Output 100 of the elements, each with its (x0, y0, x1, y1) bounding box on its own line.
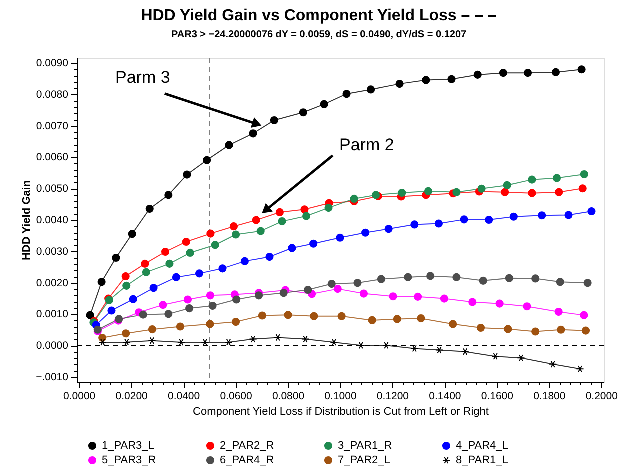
point (240, 257, 249, 266)
point (122, 330, 130, 338)
y-tick-label: 0.0060 (36, 152, 69, 164)
point (503, 181, 512, 190)
point (582, 326, 590, 335)
point (578, 66, 586, 74)
point (128, 230, 136, 238)
point (434, 220, 443, 228)
point (330, 338, 338, 346)
point (460, 216, 468, 224)
point (278, 218, 286, 226)
point (301, 336, 310, 343)
point (232, 230, 240, 239)
point (98, 338, 107, 346)
legend-label: 3_PAR1_R (338, 440, 392, 452)
point (479, 276, 488, 285)
point (334, 285, 342, 294)
point (172, 273, 181, 282)
legend-label: 5_PAR3_R (102, 454, 156, 466)
point (362, 228, 370, 237)
point (588, 207, 596, 216)
point (141, 260, 150, 268)
point (86, 311, 94, 320)
point (225, 141, 234, 150)
point (556, 278, 564, 286)
point (186, 248, 194, 257)
point (354, 279, 362, 288)
legend-label: 1_PAR3_L (102, 440, 154, 452)
x-tick-label: 0.1000 (324, 390, 357, 402)
point (382, 342, 390, 350)
y-tick-label: 0.0050 (36, 183, 69, 196)
point (164, 310, 173, 318)
point (258, 312, 266, 320)
y-tick-label: 0.0000 (36, 340, 69, 352)
point (478, 184, 486, 193)
point (159, 301, 168, 310)
x-tick-label: 0.0000 (64, 390, 96, 402)
legend-label: 6_PAR4_R (220, 454, 274, 466)
point (499, 69, 508, 78)
point (342, 90, 351, 98)
point (304, 286, 312, 294)
annotation: Parm 3 (115, 68, 170, 87)
point (528, 176, 536, 184)
point (372, 191, 380, 200)
point (270, 116, 278, 125)
point (249, 336, 258, 343)
point (320, 100, 328, 108)
point (532, 328, 540, 336)
point (564, 211, 573, 220)
point (449, 320, 458, 328)
point (426, 272, 435, 280)
point (549, 360, 558, 368)
point (218, 264, 227, 273)
point (389, 292, 398, 301)
point (324, 204, 333, 212)
point (505, 274, 514, 282)
point (232, 318, 240, 326)
point (452, 273, 461, 282)
point (396, 80, 404, 88)
point (146, 204, 154, 214)
y-tick-label: 0.0080 (36, 88, 69, 101)
point (139, 310, 148, 319)
legend-label: 4_PAR4_L (456, 440, 508, 452)
point (232, 296, 241, 304)
point (164, 191, 173, 200)
y-tick-label: 0.0090 (36, 58, 69, 70)
point (368, 316, 376, 324)
point (310, 240, 318, 248)
point (211, 241, 220, 250)
point (148, 326, 157, 334)
y-tick-label: 0.0030 (36, 246, 69, 258)
point (288, 244, 296, 252)
point (552, 68, 560, 76)
point (166, 260, 174, 268)
point (184, 296, 192, 304)
point (393, 315, 402, 324)
point (206, 230, 215, 238)
point (300, 206, 309, 214)
y-tick-label: 0.0020 (36, 277, 69, 290)
point (299, 108, 308, 117)
point (554, 308, 563, 316)
point (555, 188, 564, 196)
point (150, 284, 158, 292)
point (266, 253, 274, 262)
point (576, 366, 584, 373)
point (532, 274, 540, 283)
point (183, 170, 192, 179)
point (206, 292, 214, 300)
point (284, 311, 292, 320)
point (557, 326, 566, 334)
point (206, 320, 214, 328)
y-tick-label: 0.0040 (36, 214, 69, 226)
point (584, 279, 592, 288)
point (404, 273, 412, 282)
legend-label: 7_PAR2_L (338, 454, 390, 466)
point (492, 353, 500, 360)
point (528, 189, 536, 198)
point (524, 69, 532, 78)
point (398, 188, 406, 198)
point (98, 278, 106, 286)
